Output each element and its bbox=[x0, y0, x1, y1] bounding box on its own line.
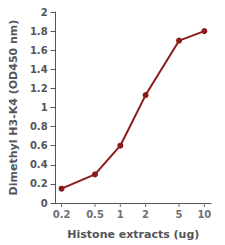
svg-text:Dimethyl H3-K4 (OD450 nm): Dimethyl H3-K4 (OD450 nm) bbox=[7, 20, 20, 196]
svg-text:0.5: 0.5 bbox=[86, 209, 104, 220]
svg-text:Histone extracts (ug): Histone extracts (ug) bbox=[67, 228, 199, 241]
svg-text:2: 2 bbox=[142, 209, 149, 220]
svg-text:1.8: 1.8 bbox=[30, 26, 48, 37]
svg-text:0.6: 0.6 bbox=[30, 140, 48, 151]
svg-text:1.4: 1.4 bbox=[30, 64, 48, 75]
svg-text:2: 2 bbox=[41, 7, 48, 18]
svg-text:0.4: 0.4 bbox=[30, 159, 48, 170]
svg-text:0.2: 0.2 bbox=[53, 209, 71, 220]
svg-text:1.6: 1.6 bbox=[30, 45, 48, 56]
svg-text:1: 1 bbox=[41, 102, 48, 113]
svg-text:1.2: 1.2 bbox=[30, 83, 48, 94]
svg-text:10: 10 bbox=[197, 209, 211, 220]
svg-text:5: 5 bbox=[176, 209, 183, 220]
svg-text:0: 0 bbox=[41, 198, 48, 209]
svg-text:0.8: 0.8 bbox=[30, 121, 48, 132]
svg-text:0.2: 0.2 bbox=[30, 178, 48, 189]
svg-text:1: 1 bbox=[117, 209, 124, 220]
